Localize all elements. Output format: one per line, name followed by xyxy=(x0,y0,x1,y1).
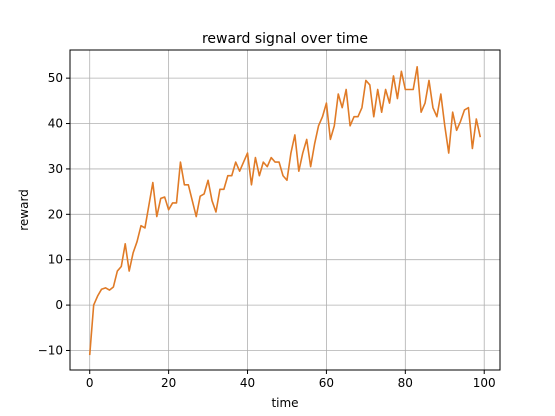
x-tick-label: 100 xyxy=(473,376,496,390)
y-tick-label: 50 xyxy=(48,71,63,85)
plot-frame xyxy=(69,49,501,371)
y-tick-label: 30 xyxy=(48,162,63,176)
y-axis-ticks: −10 0 10 20 30 40 50 xyxy=(38,71,70,357)
chart-title: reward signal over time xyxy=(202,31,368,47)
x-axis-label: time xyxy=(271,396,298,410)
series-group xyxy=(88,65,482,356)
y-tick-label: −10 xyxy=(38,343,63,357)
x-tick-label: 40 xyxy=(240,376,255,390)
y-tick-label: 10 xyxy=(48,253,63,267)
x-tick-label: 60 xyxy=(319,376,334,390)
x-tick-label: 0 xyxy=(86,376,94,390)
x-tick-label: 20 xyxy=(161,376,176,390)
series-line xyxy=(88,65,482,356)
grid-lines xyxy=(70,50,500,370)
y-axis-label: reward xyxy=(17,189,31,231)
y-tick-label: 40 xyxy=(48,117,63,131)
x-tick-label: 80 xyxy=(398,376,413,390)
y-tick-label: 0 xyxy=(55,298,63,312)
x-axis-ticks: 0 20 40 60 80 100 xyxy=(86,370,496,390)
y-tick-label: 20 xyxy=(48,207,63,221)
